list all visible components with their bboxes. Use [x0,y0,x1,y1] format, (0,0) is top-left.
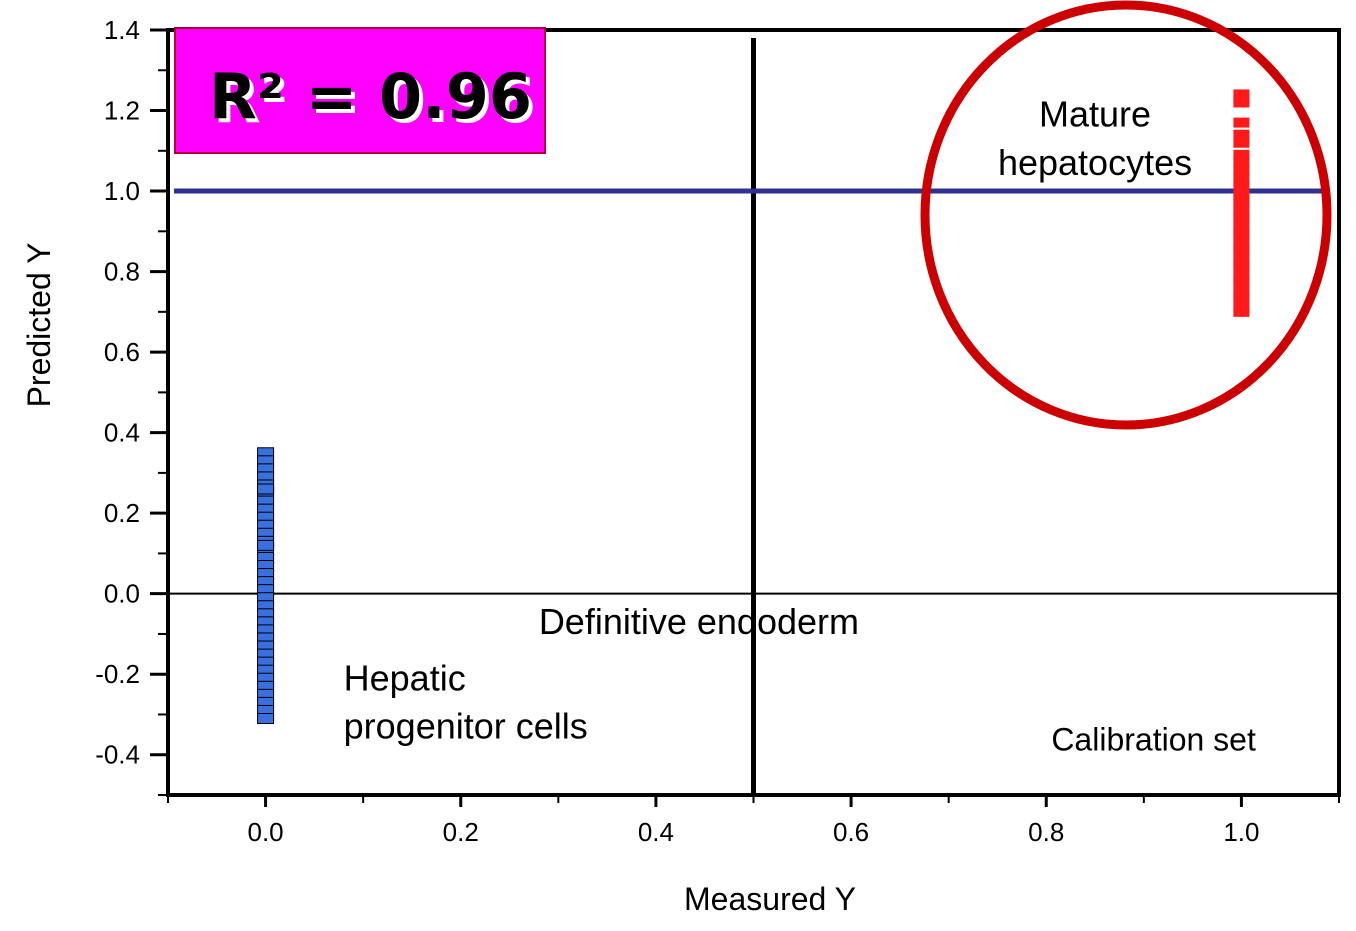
y-tick-label: 0.4 [104,418,140,448]
annotation-label: hepatocytes [998,142,1192,183]
r2-label: R² = 0.96 [209,60,532,133]
y-tick-label: -0.2 [95,659,140,689]
y-tick-label: 0.8 [104,257,140,287]
data-point-group-1 [1233,226,1250,237]
x-tick-label: 1.0 [1223,817,1259,847]
data-point-group-1 [1233,194,1250,205]
y-tick-label: 1.0 [104,176,140,206]
data-point-group-1 [1233,97,1250,108]
reference-lines [168,38,1339,795]
annotations: Mature hepatocytes Definitive endoderm Hepa… [344,94,1256,758]
data-point-group-1 [1233,129,1250,140]
annotation-label: Definitive endoderm [539,601,859,642]
y-axis: -0.4 -0.2 0.0 0.2 0.4 0.6 0.8 1.0 1.2 1.4 [95,15,168,796]
data-point-group-1 [1233,306,1250,317]
x-tick-label: 0.4 [638,817,674,847]
data-point-group-0 [257,713,275,724]
data-point-group-0 [257,483,275,495]
y-axis-title: Predicted Y [21,243,57,408]
y-tick-label: 1.2 [104,96,140,126]
annotation-label: Calibration set [1051,722,1256,758]
highlight-circle [920,0,1332,430]
data-point-group-1 [1233,258,1250,269]
x-tick-label: 0.8 [1028,817,1064,847]
data-point-group-1 [1233,210,1250,221]
y-tick-label: 0.2 [104,498,140,528]
data-point-group-1 [1233,137,1250,148]
data-point-group-1 [1233,173,1250,184]
x-tick-label: 0.6 [833,817,869,847]
data-point-group-1 [1233,165,1250,176]
data-point-group-1 [1233,149,1250,160]
y-tick-label: 1.4 [104,15,140,45]
svg-text:R² = 0.96: R² = 0.96 [213,64,536,137]
data-point-group-1 [1233,290,1250,301]
y-tick-label: -0.4 [95,740,140,770]
annotation-label: progenitor cells [344,706,588,747]
data-point-group-1 [1233,274,1250,285]
y-tick-label: 0.0 [104,579,140,609]
x-tick-label: 0.2 [443,817,479,847]
data-point-group-1 [1233,117,1250,128]
data-points [257,89,1250,724]
x-axis-title: Measured Y [684,881,856,917]
annotation-label: Mature [1039,94,1151,135]
data-point-group-1 [1233,157,1250,168]
data-point-group-1 [1233,242,1250,253]
data-point-group-1 [1233,182,1250,193]
x-axis: 0.0 0.2 0.4 0.6 0.8 1.0 [167,795,1340,847]
y-tick-label: 0.6 [104,337,140,367]
r2-box: R² = 0.96 R² = 0.96 [174,27,546,154]
data-point-group-0 [257,539,275,551]
x-tick-label: 0.0 [248,817,284,847]
annotation-label: Hepatic [344,657,466,698]
